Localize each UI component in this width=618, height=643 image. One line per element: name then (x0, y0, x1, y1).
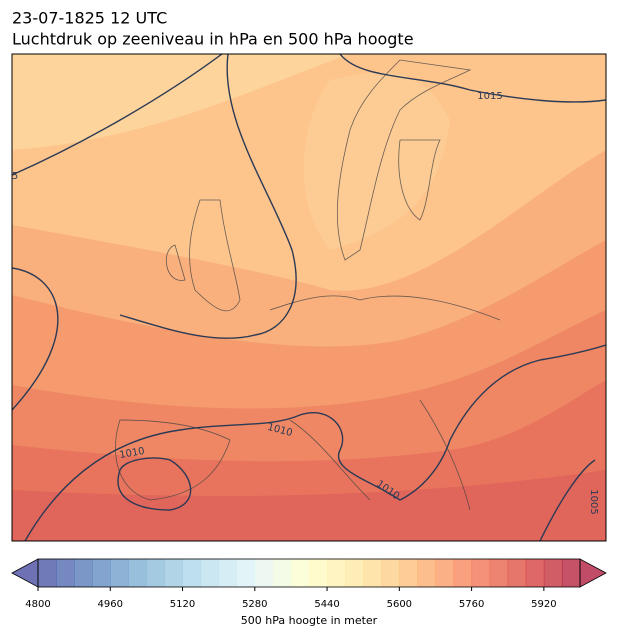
colorbar-swatch (381, 559, 400, 587)
isobar (24, 344, 606, 541)
isobar (12, 267, 59, 411)
isobar (117, 457, 192, 511)
colorbar-swatch (435, 559, 455, 587)
colorbar-swatch (218, 559, 238, 587)
isobar (12, 54, 223, 176)
colorbar-swatch (561, 559, 581, 587)
colorbar: 4800 4960 5120 5280 5440 5600 5760 5920 (11, 558, 607, 610)
colorbar-swatch (309, 559, 328, 587)
colorbar-tick-label: 5920 (531, 599, 556, 610)
datetime: 23-07-1825 12 UTC (12, 9, 167, 28)
isobar-label: 5 (12, 171, 18, 182)
colorbar-tick-label: 5760 (459, 599, 484, 610)
colorbar-tick-label: 5600 (387, 599, 412, 610)
colorbar-swatch (489, 559, 509, 587)
colorbar-swatch (290, 559, 310, 587)
isobar (119, 54, 297, 339)
colorbar-extend (11, 558, 39, 588)
colorbar-tick-label: 4960 (98, 599, 123, 610)
colorbar-swatch (56, 559, 75, 587)
colorbar-swatch (254, 559, 274, 587)
colorbar-swatch (471, 559, 491, 587)
colorbar-swatch (182, 559, 202, 587)
colorbar-swatch (399, 559, 418, 587)
isobar-label: 1010 (119, 446, 146, 461)
isobar-label: 1005 (588, 489, 599, 514)
colorbar-swatch (200, 559, 220, 587)
colorbar-swatch (507, 559, 527, 587)
colorbar-swatch (236, 559, 256, 587)
isobar (339, 54, 606, 103)
colorbar-tick-label: 5280 (242, 599, 267, 610)
colorbar-swatch (74, 559, 93, 587)
map (12, 54, 606, 541)
isobar-label: 1015 (477, 91, 502, 102)
colorbar-label: 500 hPa hoogte in meter (241, 614, 378, 627)
colorbar-swatch (327, 559, 346, 587)
title: Luchtdruk op zeeniveau in hPa en 500 hPa… (12, 30, 414, 49)
colorbar-swatch (128, 559, 147, 587)
colorbar-tick-label: 5440 (314, 599, 339, 610)
colorbar-swatch (272, 559, 292, 587)
colorbar-swatch (525, 559, 545, 587)
colorbar-swatch (146, 559, 165, 587)
isobar (539, 459, 596, 541)
colorbar-swatch (110, 559, 129, 587)
colorbar-swatch (453, 559, 473, 587)
colorbar-tick-label: 5120 (170, 599, 195, 610)
colorbar-frame (37, 558, 581, 588)
colorbar-swatch (417, 559, 436, 587)
colorbar-swatch (345, 559, 364, 587)
coastline (115, 59, 501, 511)
colorbar-swatch (92, 559, 111, 587)
map-frame (11, 53, 607, 542)
colorbar-swatch (164, 559, 184, 587)
colorbar-swatch (363, 559, 382, 587)
field-band (303, 72, 450, 251)
colorbar-swatch (543, 559, 563, 587)
colorbar-swatch (38, 559, 57, 587)
colorbar-extend (579, 558, 607, 588)
colorbar-tick-label: 4800 (25, 599, 50, 610)
field-band (12, 470, 606, 541)
